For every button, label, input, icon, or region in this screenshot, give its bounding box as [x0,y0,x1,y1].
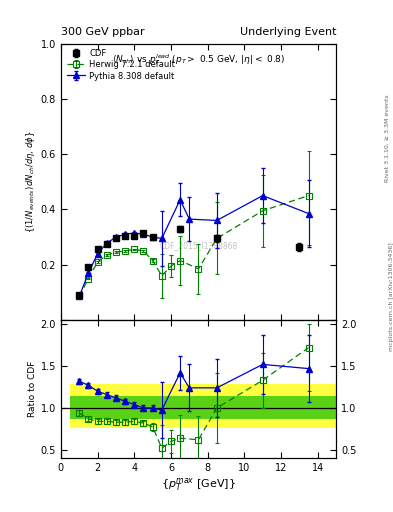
X-axis label: $\{p_T^{max}$ [GeV]$\}$: $\{p_T^{max}$ [GeV]$\}$ [161,476,236,493]
Legend: CDF, Herwig 7.2.1 default, Pythia 8.308 default: CDF, Herwig 7.2.1 default, Pythia 8.308 … [65,48,177,82]
Text: mcplots.cern.ch [arXiv:1306.3436]: mcplots.cern.ch [arXiv:1306.3436] [389,243,393,351]
Text: CDF_2015_I1388868: CDF_2015_I1388868 [159,241,238,250]
Y-axis label: $\{(1/N_{events})\, dN_{ch}/d\eta, \, d\phi\}$: $\{(1/N_{events})\, dN_{ch}/d\eta, \, d\… [24,131,37,233]
Y-axis label: Ratio to CDF: Ratio to CDF [28,361,37,417]
Text: Rivet 3.1.10, ≥ 3.3M events: Rivet 3.1.10, ≥ 3.3M events [385,94,389,182]
Text: 300 GeV ppbar: 300 GeV ppbar [61,27,145,37]
Text: $\langle N_{ch}\rangle$ vs $p_T^{lead}$ ($p_T >$ 0.5 GeV, $|\eta| <$ 0.8): $\langle N_{ch}\rangle$ vs $p_T^{lead}$ … [112,52,285,67]
Text: Underlying Event: Underlying Event [239,27,336,37]
